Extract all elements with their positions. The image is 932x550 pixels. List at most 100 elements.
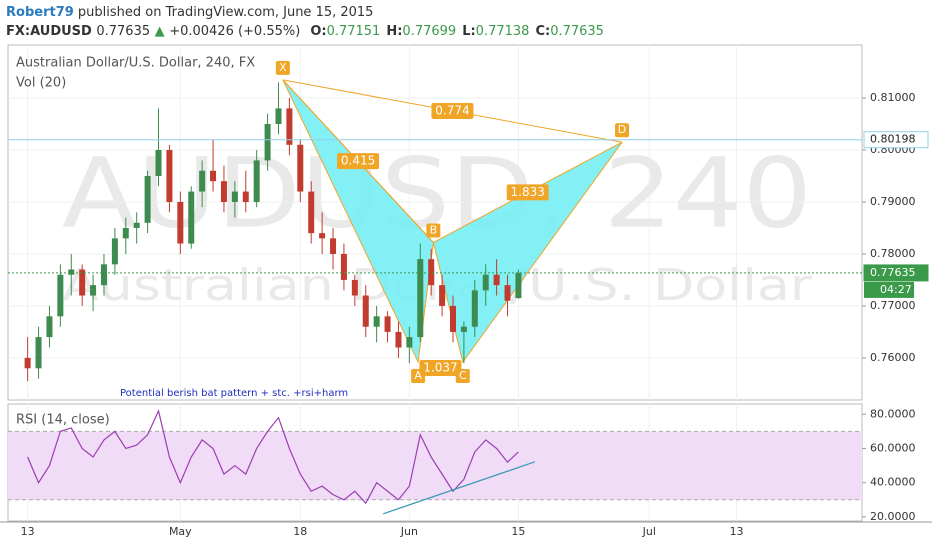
ratio-label: 1.037 xyxy=(423,361,457,375)
x-tick-label: May xyxy=(169,525,192,538)
candle-body xyxy=(155,149,162,176)
ohlc-value: 0.77151 xyxy=(327,24,381,39)
candle-body xyxy=(242,191,249,202)
candle-body xyxy=(133,222,140,228)
symbol: FX:AUDUSD xyxy=(6,24,92,39)
quote-line: FX:AUDUSD 0.77635 ▲ +0.00426 (+0.55%) O:0… xyxy=(6,24,604,39)
ohlc-value: 0.77635 xyxy=(550,24,604,39)
candle-body xyxy=(362,295,369,327)
candle-body xyxy=(220,181,227,202)
candle-body xyxy=(177,201,184,244)
y-tick-label: 0.81000 xyxy=(870,91,916,104)
rsi-band xyxy=(8,431,862,500)
price-label-box xyxy=(863,131,929,149)
publish-line: Robert79 published on TradingView.com, J… xyxy=(6,5,373,20)
candle-body xyxy=(297,144,304,192)
y-tick-label: 0.78000 xyxy=(870,247,916,260)
point-box xyxy=(455,369,470,384)
ratio-box xyxy=(506,184,549,201)
candle-body xyxy=(24,357,31,369)
trendline xyxy=(382,461,536,515)
candle-body xyxy=(515,272,522,299)
candle-body xyxy=(210,170,217,182)
point-box xyxy=(426,223,441,238)
candle-body xyxy=(395,331,402,348)
candle-body xyxy=(406,337,413,348)
ohlc-value: 0.77699 xyxy=(402,24,456,39)
candle-body xyxy=(79,269,86,296)
candle-body xyxy=(449,305,456,332)
candle-body xyxy=(460,326,467,332)
x-tick-label: 13 xyxy=(21,525,35,538)
price-label: 0.77635 xyxy=(870,266,916,279)
ratio-box xyxy=(431,103,474,120)
y-tick-label: 80.0000 xyxy=(870,407,916,420)
candle-body xyxy=(253,160,260,202)
ohlc-label: L: xyxy=(462,24,475,39)
candle-body xyxy=(384,316,391,332)
x-tick-label: Jul xyxy=(642,525,656,538)
candle-body xyxy=(373,316,380,327)
arrow: ▲ xyxy=(155,24,165,39)
indicator-label: Vol (20) xyxy=(16,76,66,91)
candle-body xyxy=(199,170,206,192)
ratio-box xyxy=(337,153,380,170)
pane-title: RSI (14, close) xyxy=(16,413,110,428)
ratio-label: 0.415 xyxy=(341,154,375,168)
candle-body xyxy=(100,264,107,286)
y-tick-label: 60.0000 xyxy=(870,441,916,454)
ohlc-label: O: xyxy=(310,24,326,39)
candle-body xyxy=(471,290,478,327)
candle-body xyxy=(57,274,64,317)
candle-body xyxy=(482,274,489,291)
x-tick-label: 18 xyxy=(293,525,307,538)
candle-body xyxy=(286,108,293,145)
point-box xyxy=(275,60,290,75)
candle-body xyxy=(144,175,151,223)
candle-body xyxy=(417,259,424,338)
candle-body xyxy=(68,269,75,275)
ratio-label: 0.774 xyxy=(435,104,469,118)
author[interactable]: Robert79 xyxy=(6,5,74,20)
price-label-box xyxy=(863,264,929,282)
candle-body xyxy=(504,285,511,301)
y-tick-label: 40.0000 xyxy=(870,476,916,489)
price-label: 0.80198 xyxy=(870,133,916,146)
y-tick-label: 0.77000 xyxy=(870,299,916,312)
candle-body xyxy=(166,149,173,202)
last: 0.77635 xyxy=(96,24,150,39)
candle-body xyxy=(351,279,358,296)
rsi-line xyxy=(27,408,519,505)
candle-body xyxy=(264,124,271,161)
ohlc-label: H: xyxy=(386,24,402,39)
candle-body xyxy=(46,316,53,338)
point-label: C xyxy=(459,369,467,382)
candle-body xyxy=(308,191,315,234)
candle-body xyxy=(428,259,435,286)
y-tick-label: 20.0000 xyxy=(870,510,916,523)
candle-body xyxy=(188,191,195,244)
candle-body xyxy=(330,238,337,254)
pane-frame xyxy=(7,44,863,401)
candle-body xyxy=(122,227,129,239)
ratio-label: 1.833 xyxy=(511,185,545,199)
x-tick-label: 15 xyxy=(511,525,525,538)
point-box xyxy=(615,123,630,138)
countdown-box xyxy=(864,281,914,298)
candle-body xyxy=(231,191,238,202)
candle-body xyxy=(439,285,446,306)
candle-body xyxy=(111,238,118,265)
ohlc: O:0.77151 H:0.77699 L:0.77138 C:0.77635 xyxy=(310,24,604,39)
candle-body xyxy=(319,233,326,239)
candle-body xyxy=(275,108,282,125)
watermark: Australian Dollar/U.S. Dollar xyxy=(62,260,813,311)
x-tick-label: Jun xyxy=(400,525,418,538)
ratio-box xyxy=(419,360,462,377)
y-tick-label: 0.79000 xyxy=(870,195,916,208)
candle-body xyxy=(493,274,500,286)
point-label: D xyxy=(618,123,626,136)
countdown: 04:27 xyxy=(880,283,912,296)
candle-body xyxy=(90,285,97,296)
ohlc-label: C: xyxy=(535,24,550,39)
